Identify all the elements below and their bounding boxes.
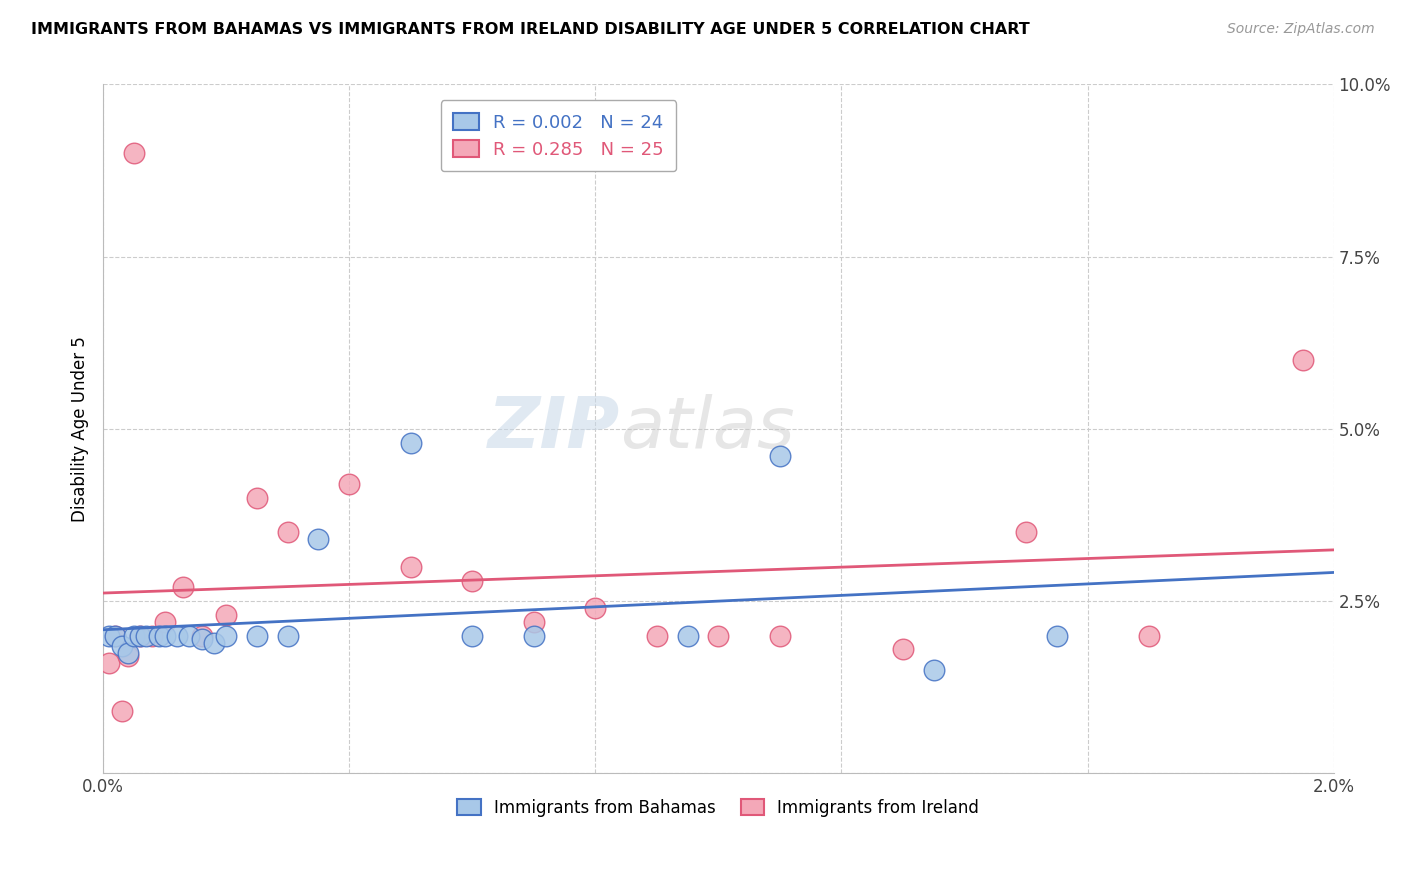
Point	[104, 629, 127, 643]
Point	[190, 632, 212, 646]
Point	[308, 532, 330, 546]
Point	[148, 629, 170, 643]
Point	[461, 574, 484, 588]
Point	[1292, 353, 1315, 368]
Point	[922, 663, 945, 677]
Point	[104, 629, 127, 643]
Point	[769, 450, 792, 464]
Point	[141, 629, 163, 643]
Point	[246, 491, 269, 505]
Point	[117, 649, 139, 664]
Y-axis label: Disability Age Under 5: Disability Age Under 5	[72, 336, 89, 522]
Point	[707, 629, 730, 643]
Point	[1046, 629, 1069, 643]
Point	[277, 525, 299, 540]
Point	[122, 629, 145, 643]
Point	[190, 629, 212, 643]
Point	[202, 635, 225, 649]
Point	[769, 629, 792, 643]
Point	[1137, 629, 1160, 643]
Point	[215, 607, 238, 622]
Point	[110, 639, 132, 653]
Point	[461, 629, 484, 643]
Point	[891, 642, 914, 657]
Point	[122, 146, 145, 161]
Point	[117, 646, 139, 660]
Point	[98, 629, 121, 643]
Point	[179, 629, 201, 643]
Point	[399, 559, 422, 574]
Text: IMMIGRANTS FROM BAHAMAS VS IMMIGRANTS FROM IRELAND DISABILITY AGE UNDER 5 CORREL: IMMIGRANTS FROM BAHAMAS VS IMMIGRANTS FR…	[31, 22, 1029, 37]
Point	[337, 477, 360, 491]
Point	[523, 615, 546, 629]
Point	[645, 629, 668, 643]
Point	[98, 656, 121, 670]
Point	[135, 629, 157, 643]
Point	[583, 601, 606, 615]
Point	[215, 629, 238, 643]
Legend: Immigrants from Bahamas, Immigrants from Ireland: Immigrants from Bahamas, Immigrants from…	[451, 792, 986, 823]
Point	[129, 629, 152, 643]
Point	[399, 435, 422, 450]
Point	[172, 581, 194, 595]
Text: Source: ZipAtlas.com: Source: ZipAtlas.com	[1227, 22, 1375, 37]
Point	[166, 629, 188, 643]
Point	[246, 629, 269, 643]
Text: atlas: atlas	[620, 394, 794, 464]
Point	[676, 629, 699, 643]
Point	[153, 615, 176, 629]
Point	[153, 629, 176, 643]
Point	[110, 705, 132, 719]
Text: ZIP: ZIP	[488, 394, 620, 464]
Point	[1015, 525, 1038, 540]
Point	[129, 629, 152, 643]
Point	[523, 629, 546, 643]
Point	[277, 629, 299, 643]
